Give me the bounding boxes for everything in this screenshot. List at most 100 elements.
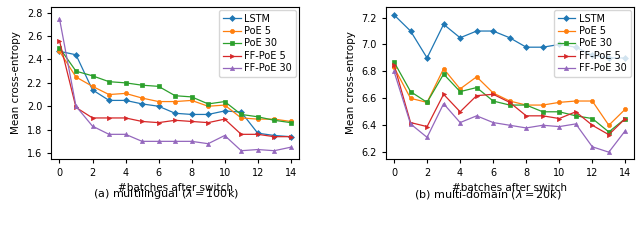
PoE 5	[572, 100, 580, 102]
FF-PoE 30	[122, 133, 129, 136]
PoE 5	[56, 50, 63, 53]
PoE 30	[188, 96, 195, 98]
PoE 5	[440, 67, 447, 70]
Line: PoE 30: PoE 30	[58, 46, 293, 125]
FF-PoE 30	[588, 146, 596, 148]
PoE 5	[522, 104, 530, 106]
LSTM	[138, 103, 146, 105]
FF-PoE 5	[105, 117, 113, 119]
FF-PoE 30	[423, 136, 431, 139]
PoE 30	[56, 46, 63, 49]
PoE 5	[89, 85, 97, 88]
LSTM	[172, 112, 179, 115]
PoE 30	[105, 80, 113, 83]
PoE 5	[621, 108, 629, 111]
FF-PoE 5	[522, 114, 530, 117]
LSTM	[105, 99, 113, 102]
FF-PoE 30	[390, 70, 398, 73]
PoE 30	[556, 110, 563, 113]
LSTM	[271, 134, 278, 137]
FF-PoE 30	[490, 121, 497, 124]
PoE 30	[506, 104, 513, 106]
LSTM	[221, 110, 228, 112]
FF-PoE 5	[56, 39, 63, 42]
FF-PoE 30	[221, 134, 228, 137]
FF-PoE 5	[172, 119, 179, 122]
PoE 30	[456, 90, 464, 93]
PoE 5	[287, 120, 294, 123]
FF-PoE 5	[254, 133, 262, 136]
FF-PoE 5	[605, 133, 612, 136]
PoE 5	[122, 92, 129, 95]
X-axis label: #batches after switch: #batches after switch	[452, 183, 567, 193]
FF-PoE 30	[271, 149, 278, 152]
Y-axis label: Mean cross-entropy: Mean cross-entropy	[11, 31, 21, 134]
LSTM	[237, 111, 245, 114]
FF-PoE 30	[473, 114, 481, 117]
FF-PoE 5	[556, 117, 563, 120]
Legend: LSTM, PoE 5, PoE 30, FF-PoE 5, FF-PoE 30: LSTM, PoE 5, PoE 30, FF-PoE 5, FF-PoE 30	[554, 10, 630, 77]
LSTM	[188, 113, 195, 116]
LSTM	[56, 50, 63, 53]
LSTM	[456, 36, 464, 39]
FF-PoE 30	[155, 140, 163, 143]
PoE 30	[588, 117, 596, 120]
PoE 5	[390, 66, 398, 69]
PoE 5	[473, 75, 481, 78]
LSTM	[423, 57, 431, 59]
FF-PoE 30	[456, 121, 464, 124]
Line: LSTM: LSTM	[392, 13, 627, 60]
Text: (a) multilingual ($\lambda = 100$k): (a) multilingual ($\lambda = 100$k)	[93, 188, 239, 202]
PoE 30	[621, 117, 629, 120]
LSTM	[390, 14, 398, 16]
FF-PoE 5	[588, 124, 596, 127]
FF-PoE 30	[539, 124, 547, 127]
PoE 30	[605, 131, 612, 133]
FF-PoE 5	[89, 117, 97, 119]
LSTM	[72, 53, 80, 56]
Line: PoE 30: PoE 30	[392, 60, 627, 134]
LSTM	[122, 99, 129, 102]
FF-PoE 5	[390, 63, 398, 66]
LSTM	[506, 36, 513, 39]
FF-PoE 5	[72, 106, 80, 109]
FF-PoE 5	[621, 117, 629, 120]
PoE 5	[221, 104, 228, 106]
FF-PoE 30	[440, 102, 447, 105]
FF-PoE 30	[605, 151, 612, 153]
LSTM	[621, 57, 629, 59]
FF-PoE 30	[572, 123, 580, 125]
PoE 30	[138, 84, 146, 86]
PoE 30	[287, 121, 294, 124]
PoE 30	[572, 114, 580, 117]
PoE 5	[506, 100, 513, 102]
LSTM	[473, 30, 481, 32]
FF-PoE 5	[122, 117, 129, 119]
FF-PoE 5	[155, 121, 163, 124]
PoE 5	[172, 100, 179, 103]
LSTM	[605, 57, 612, 59]
PoE 30	[440, 73, 447, 75]
PoE 5	[204, 105, 212, 108]
LSTM	[287, 135, 294, 138]
PoE 30	[72, 70, 80, 72]
LSTM	[440, 23, 447, 26]
PoE 5	[539, 104, 547, 106]
PoE 5	[254, 118, 262, 121]
PoE 5	[105, 93, 113, 96]
FF-PoE 30	[287, 146, 294, 148]
LSTM	[155, 105, 163, 108]
FF-PoE 5	[287, 135, 294, 138]
FF-PoE 30	[406, 123, 414, 125]
PoE 30	[122, 81, 129, 84]
PoE 5	[138, 97, 146, 99]
PoE 30	[522, 104, 530, 106]
PoE 30	[172, 94, 179, 97]
FF-PoE 30	[89, 125, 97, 128]
FF-PoE 5	[506, 101, 513, 104]
FF-PoE 30	[522, 127, 530, 129]
PoE 5	[406, 97, 414, 100]
PoE 30	[237, 113, 245, 116]
FF-PoE 30	[621, 129, 629, 132]
PoE 5	[556, 101, 563, 104]
